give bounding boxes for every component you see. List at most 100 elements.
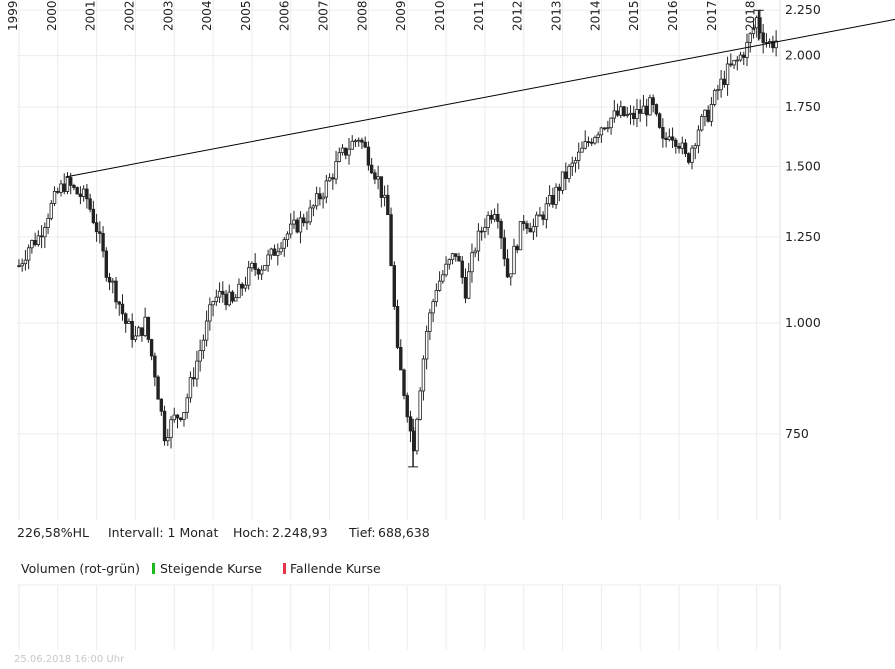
candle-body <box>696 129 701 147</box>
candle-body <box>635 109 639 119</box>
candle-body <box>78 193 83 197</box>
candle-body <box>386 194 390 216</box>
x-tick-label: 2014 <box>588 0 602 31</box>
legend-falling-swatch <box>283 563 286 574</box>
candle-body <box>690 147 694 163</box>
legend-rising-label: Steigende Kurse <box>160 561 262 576</box>
candle-body <box>130 320 134 340</box>
candle-body <box>560 171 565 191</box>
candle-body <box>609 117 613 129</box>
candle-body <box>693 145 697 149</box>
candle-body <box>146 316 151 340</box>
candle-body <box>285 233 290 241</box>
candle-body <box>175 414 180 419</box>
candle-body <box>606 127 610 130</box>
candle-body <box>259 269 264 275</box>
candle-body <box>353 140 358 143</box>
candle-body <box>424 331 429 360</box>
candle-body <box>489 214 494 220</box>
candle-body <box>250 262 254 269</box>
candle-body <box>46 217 50 228</box>
candle-body <box>505 258 510 278</box>
candle-body <box>463 277 468 299</box>
candle-body <box>120 303 125 315</box>
interval-label: Intervall: 1 Monat <box>108 525 218 540</box>
candle-body <box>111 280 115 283</box>
candle-body <box>253 262 257 270</box>
candle-body <box>774 40 778 49</box>
timestamp: 25.06.2018 16:00 Uhr <box>14 654 125 665</box>
candle-body <box>337 152 341 162</box>
candle-body <box>421 358 426 392</box>
candle-body <box>366 146 371 166</box>
candle-body <box>26 247 31 261</box>
candle-body <box>324 180 329 198</box>
candle-body <box>217 290 222 298</box>
candle-body <box>641 105 646 114</box>
candle-body <box>227 291 231 306</box>
candle-body <box>589 141 594 144</box>
x-tick-label: 2004 <box>200 0 214 31</box>
candle-body <box>382 194 387 198</box>
candle-body <box>20 263 24 267</box>
candle-body <box>460 260 464 278</box>
y-tick-label: 1.750 <box>785 99 821 114</box>
candle-body <box>712 90 717 105</box>
candle-body <box>441 274 445 282</box>
candle-body <box>114 280 118 303</box>
candle-body <box>522 221 526 224</box>
candle-body <box>554 186 558 205</box>
x-tick-label: 2010 <box>433 0 447 31</box>
candle-body <box>104 250 109 278</box>
candle-body <box>179 417 183 420</box>
volume-title: Volumen (rot-grün) <box>21 561 140 576</box>
candle-body <box>399 347 403 371</box>
candle-body <box>295 219 299 233</box>
y-tick-label: 2.000 <box>785 48 821 63</box>
candle-body <box>771 41 775 49</box>
y-tick-label: 1.000 <box>785 315 821 330</box>
candle-body <box>256 268 261 275</box>
x-tick-label: 2009 <box>394 0 408 31</box>
candle-body <box>369 164 374 174</box>
candle-body <box>444 263 448 276</box>
candle-body <box>389 214 393 266</box>
candle-body <box>745 42 749 58</box>
x-tick-label: 2018 <box>744 0 758 31</box>
candle-body <box>379 176 384 198</box>
candle-body <box>356 139 361 142</box>
candle-body <box>204 320 209 341</box>
candle-body <box>457 255 461 262</box>
candle-body <box>547 195 552 205</box>
candle-body <box>266 254 270 266</box>
candle-body <box>612 110 617 119</box>
candle-body <box>308 207 312 223</box>
candle-body <box>751 27 756 35</box>
candle-body <box>486 214 490 228</box>
candle-body <box>331 177 335 180</box>
candle-body <box>483 227 487 232</box>
candle-body <box>340 147 345 154</box>
candle-body <box>512 245 516 275</box>
candle-body <box>473 250 477 254</box>
candle-body <box>279 247 283 253</box>
candle-body <box>408 416 413 432</box>
candle-body <box>191 377 196 380</box>
candle-body <box>59 183 63 193</box>
candle-body <box>570 162 574 167</box>
candle-body <box>117 301 121 305</box>
candle-body <box>602 127 607 130</box>
candle-body <box>767 41 772 44</box>
candle-body <box>208 304 212 322</box>
candle-body <box>314 193 319 207</box>
candle-body <box>224 293 228 306</box>
candle-body <box>75 187 79 195</box>
candle-body <box>263 264 267 271</box>
y-tick-label: 1.250 <box>785 229 821 244</box>
candle-body <box>657 113 662 128</box>
candle-body <box>276 251 280 256</box>
candle-body <box>706 109 710 122</box>
candle-body <box>577 151 581 161</box>
candle-body <box>149 339 154 357</box>
